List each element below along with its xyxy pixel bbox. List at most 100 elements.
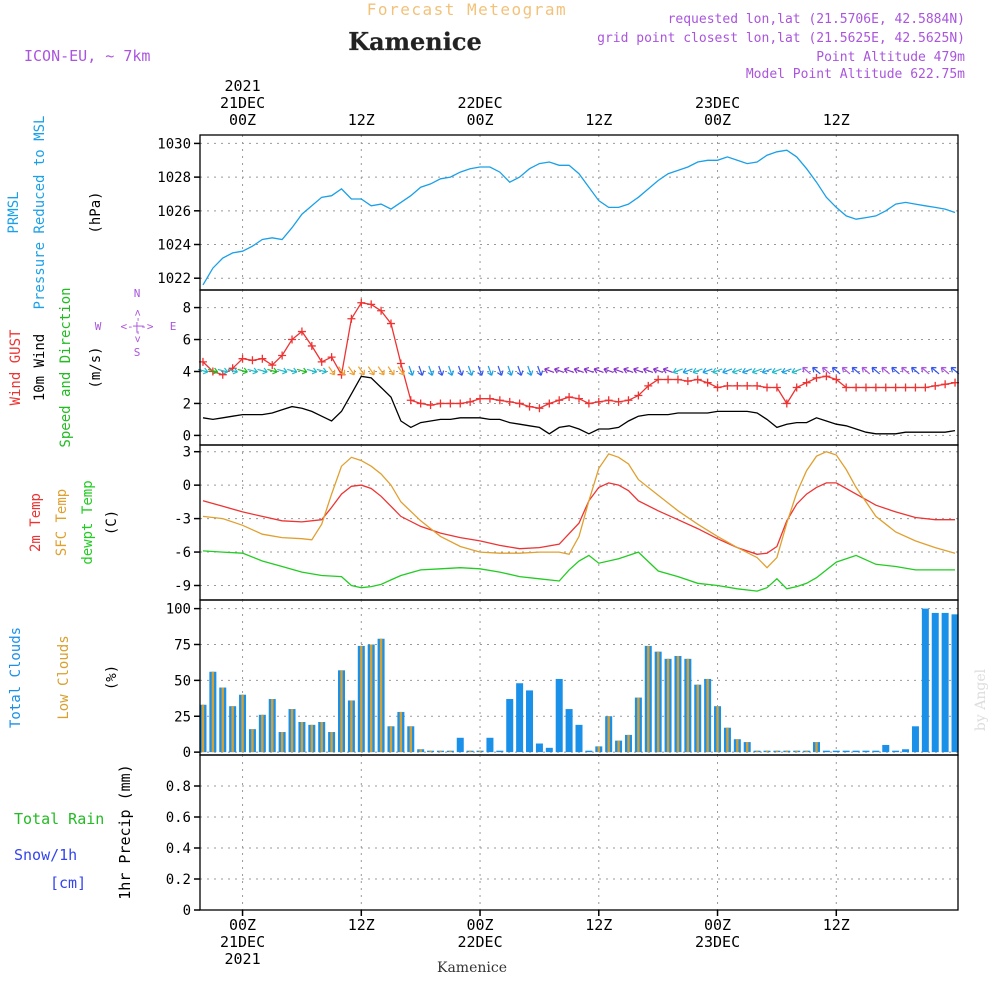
wind-arrow-head: [841, 366, 848, 373]
wind-arrow-head: [623, 366, 629, 374]
wind-arrow: [487, 365, 494, 376]
total-cloud-bar: [892, 750, 900, 753]
wind-arrow-shaft: [247, 368, 258, 373]
low-cloud-bar: [726, 727, 729, 753]
gust-marker: [683, 377, 692, 386]
gust-marker: [931, 381, 940, 390]
wind-arrow-head: [437, 370, 445, 376]
total-cloud-bar: [941, 612, 949, 753]
gust-marker: [693, 375, 702, 384]
wind-arrow: [417, 365, 425, 376]
wind-arrow-head: [712, 367, 718, 375]
wind-arrow-head: [252, 367, 258, 375]
gust-marker: [248, 356, 257, 365]
wind-arrow: [247, 367, 258, 375]
wind-arrow: [761, 367, 772, 375]
point-altitude: Point Altitude 479m: [816, 50, 965, 65]
wind-arrow-head: [742, 367, 748, 375]
panel-label: Wind GUST: [8, 329, 24, 405]
top-time-label: 12Z: [823, 111, 850, 129]
wind-arrow-shaft: [517, 365, 522, 376]
wind-arrow-head: [544, 366, 550, 374]
gust-marker: [812, 373, 821, 382]
wind-arrow-head: [751, 367, 758, 375]
wind-arrow: [497, 365, 504, 376]
total-cloud-bar: [842, 750, 850, 753]
wind-arrow-shaft: [643, 368, 654, 373]
wind-arrow-shaft: [613, 368, 624, 373]
wind-arrow-head: [771, 367, 778, 375]
wind-arrow: [296, 367, 308, 375]
wind-arrow: [277, 367, 288, 375]
panel-frame: [199, 754, 959, 911]
wind-compass: W <-|-> E <-|-> N S: [95, 287, 177, 359]
low-cloud-bar: [656, 651, 660, 753]
wind-arrow-head: [272, 367, 278, 375]
gust-marker: [406, 396, 415, 405]
wind-arrow-head: [791, 367, 797, 375]
panel-label: 10m Wind: [32, 334, 48, 401]
wind-arrow-shaft: [593, 368, 604, 373]
wind-arrow: [781, 367, 792, 375]
gust-marker: [545, 399, 554, 408]
gust-marker: [644, 381, 653, 390]
low-cloud-bar: [300, 721, 304, 753]
wind-arrow: [881, 366, 890, 375]
compass-vertical: <-|->: [131, 309, 144, 342]
gust-marker: [456, 399, 465, 408]
wind-arrow-head: [682, 367, 689, 375]
wind-arrow-head: [202, 367, 209, 375]
wind-arrow-head: [477, 370, 484, 376]
wind-arrow-head: [662, 366, 669, 374]
wind-arrow-shaft: [802, 367, 811, 375]
wind-arrow-shaft: [338, 366, 345, 376]
wind-arrow-shaft: [497, 365, 503, 376]
panel-label: 2m Temp: [28, 493, 44, 552]
low-cloud-bar: [271, 699, 274, 753]
wind-arrow-head: [526, 370, 534, 376]
wind-arrow: [367, 366, 375, 376]
gust-marker: [901, 383, 910, 392]
top-time-label: 23DEC: [695, 94, 740, 112]
bottom-time-label: 12Z: [585, 916, 612, 934]
snow-legend-label: Snow/1h: [14, 846, 77, 864]
wind-arrow-head: [761, 367, 768, 375]
y-tick-label: -3: [174, 512, 191, 528]
wind-arrow-shaft: [448, 365, 453, 376]
low-cloud-bar: [280, 732, 284, 753]
gust-marker: [703, 378, 712, 387]
low-cloud-bar: [231, 706, 234, 753]
bottom-time-label: 00Z: [229, 916, 256, 934]
wind-arrow-shaft: [901, 367, 910, 375]
top-time-label: 2021: [224, 77, 260, 95]
wind-arrow-shaft: [418, 365, 423, 376]
wind-arrow-shaft: [742, 368, 753, 373]
wind-arrow: [536, 365, 544, 376]
panel-label: dewpt Temp: [80, 480, 96, 564]
wind-arrow: [207, 367, 219, 375]
wind-arrow: [526, 365, 534, 376]
gust-marker: [772, 383, 781, 392]
wind-arrow-shaft: [692, 368, 703, 373]
wind-arrow-head: [930, 366, 937, 373]
y-tick-label: 0.4: [166, 841, 191, 857]
bottom-time-label: 23DEC: [695, 933, 740, 951]
panel-label: Low Clouds: [56, 635, 72, 719]
wind-arrow: [751, 367, 763, 375]
gust-marker: [792, 383, 801, 392]
gust-marker: [347, 314, 356, 323]
low-cloud-bar: [468, 750, 472, 753]
low-cloud-bar: [221, 687, 224, 753]
low-cloud-bar: [241, 694, 244, 753]
wind-arrow: [702, 367, 713, 375]
wind-arrow: [357, 366, 365, 376]
low-cloud-bar: [360, 645, 363, 753]
wind-arrow-shaft: [911, 367, 920, 375]
wind-arrow: [911, 366, 920, 375]
wind-arrow-shaft: [762, 368, 772, 373]
total-cloud-bar: [565, 709, 573, 753]
series-dewpt-temp: [202, 550, 955, 592]
wind-arrow-shaft: [931, 367, 940, 375]
low-cloud-bar: [686, 658, 690, 753]
gust-marker: [664, 375, 673, 384]
